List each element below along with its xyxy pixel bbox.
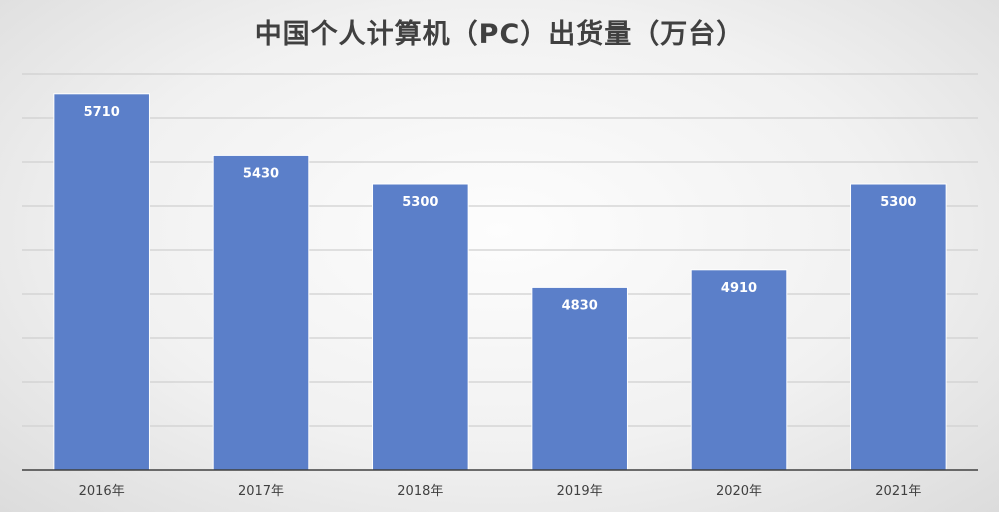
data-label-3: 5300 [402,195,438,210]
x-tick-label-5: 2020年 [716,484,762,499]
bars [53,93,947,471]
chart-title: 中国个人计算机（PC）出货量（万台） [254,19,745,50]
data-label-2: 5430 [243,166,279,181]
bar-5 [690,269,788,471]
bar-4 [531,286,628,471]
bar-2 [212,154,310,471]
x-tick-labels: 2016年 2017年 2018年 2019年 2020年 2021年 [79,484,922,499]
x-tick-label-2: 2017年 [238,484,284,499]
x-tick-label-4: 2019年 [557,484,603,499]
x-tick-label-6: 2021年 [875,484,921,499]
data-labels: 5710 5430 5300 4830 4910 5300 [84,105,917,314]
bar-6 [850,183,947,471]
data-label-6: 5300 [880,195,916,210]
bar-3 [372,183,469,471]
data-label-5: 4910 [721,281,757,296]
x-tick-label-1: 2016年 [79,484,125,499]
data-label-4: 4830 [562,298,598,313]
bar-1 [53,93,150,471]
gridlines [22,73,978,427]
data-label-1: 5710 [84,105,120,120]
x-tick-label-3: 2018年 [397,484,443,499]
